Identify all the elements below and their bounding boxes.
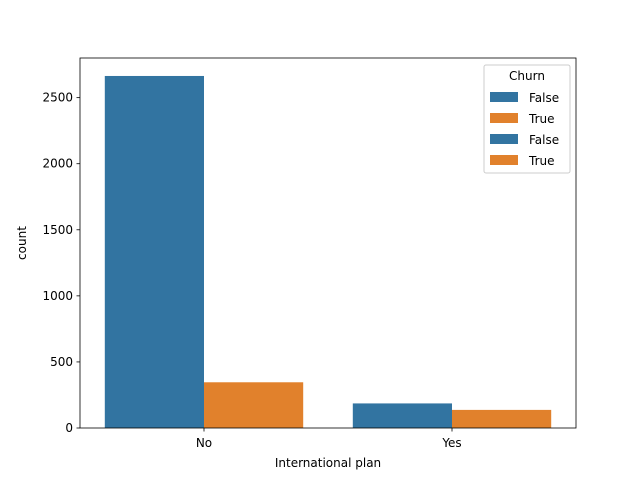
bar-yes-true xyxy=(452,409,552,428)
y-tick-label: 2000 xyxy=(42,157,73,171)
legend-entries: False True False True xyxy=(490,91,559,168)
legend-label: True xyxy=(528,154,555,168)
legend-swatch xyxy=(490,134,518,144)
y-tick-label: 1500 xyxy=(42,223,73,237)
y-tick-label: 500 xyxy=(50,355,73,369)
legend-swatch xyxy=(490,155,518,165)
y-tick-label: 0 xyxy=(65,421,73,435)
legend-title: Churn xyxy=(509,69,545,83)
legend-label: True xyxy=(528,112,555,126)
y-axis: 0 500 1000 1500 2000 2500 xyxy=(42,91,80,435)
bar-yes-false xyxy=(352,403,452,428)
legend-label: False xyxy=(529,133,559,147)
y-tick-label: 1000 xyxy=(42,289,73,303)
bar-no-false xyxy=(104,75,204,428)
x-tick-label: No xyxy=(196,436,212,450)
legend-swatch xyxy=(490,113,518,123)
plot-frame xyxy=(79,57,577,429)
legend-label: False xyxy=(529,91,559,105)
x-axis: No Yes xyxy=(196,428,462,450)
bar-no-true xyxy=(204,382,304,428)
legend: Churn False True False True xyxy=(483,64,571,174)
bars-group xyxy=(104,75,552,428)
y-tick-label: 2500 xyxy=(42,91,73,105)
x-axis-label: International plan xyxy=(275,456,381,470)
y-axis-label: count xyxy=(15,226,29,260)
legend-swatch xyxy=(490,92,518,102)
x-tick-label: Yes xyxy=(441,436,461,450)
